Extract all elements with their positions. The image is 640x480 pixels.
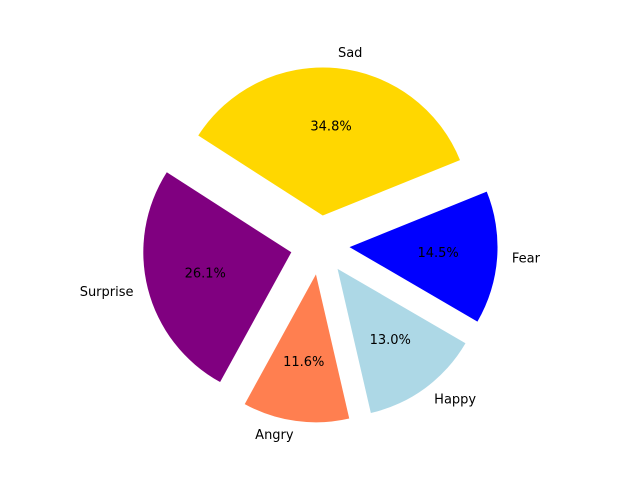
pct-label-sad: 34.8% [310,120,351,135]
pct-label-fear: 14.5% [417,246,458,261]
pie-slice-sad [198,67,460,216]
labels-layer: 34.8% Sad 26.1% Surprise 11.6% Angry 13.0% Happ… [80,46,541,443]
pie-slice-surprise [143,172,292,383]
slice-label-angry: Angry [255,428,294,443]
slice-label-happy: Happy [434,392,476,407]
slices-layer [143,67,498,423]
pie-slice-angry [244,274,350,423]
pct-label-happy: 13.0% [370,333,411,348]
pct-label-surprise: 26.1% [185,267,226,282]
pie-slice-happy [337,268,466,414]
slice-label-surprise: Surprise [80,285,134,300]
pct-label-angry: 11.6% [283,355,324,370]
slice-label-sad: Sad [338,46,362,61]
slice-label-fear: Fear [512,251,541,266]
pie-slice-fear [349,191,498,322]
